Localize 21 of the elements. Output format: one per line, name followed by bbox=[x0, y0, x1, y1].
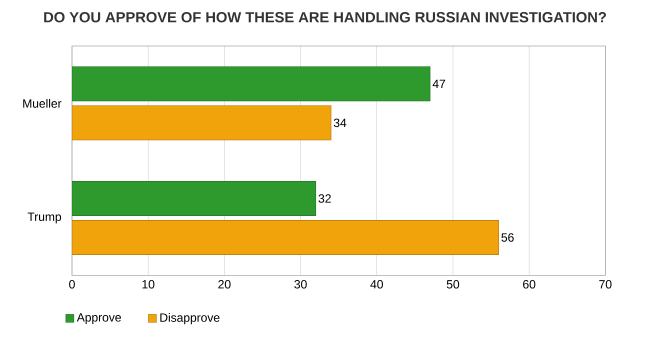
data-label: 56 bbox=[501, 233, 514, 242]
y-tick-label: Mueller bbox=[23, 98, 62, 108]
legend-label: Approve bbox=[76, 313, 121, 324]
x-tick-label: 10 bbox=[142, 280, 154, 289]
data-label: 34 bbox=[334, 118, 346, 128]
x-tick-label: 70 bbox=[599, 280, 612, 289]
y-tick-label: Trump bbox=[28, 212, 62, 224]
bar bbox=[72, 181, 316, 216]
chart-title: DO YOU APPROVE OF HOW THESE ARE HANDLING RUSSIAN INVESTIGATION? bbox=[44, 12, 606, 22]
data-label: 47 bbox=[432, 80, 446, 88]
bar bbox=[72, 66, 430, 102]
bar bbox=[72, 105, 332, 140]
x-tick-label: 40 bbox=[370, 280, 383, 289]
data-label: 32 bbox=[318, 194, 331, 203]
x-tick-label: 60 bbox=[523, 280, 536, 289]
bar bbox=[72, 220, 499, 255]
x-tick-label: 50 bbox=[446, 280, 460, 289]
x-tick-label: 0 bbox=[69, 280, 75, 289]
x-tick-label: 30 bbox=[294, 280, 307, 289]
legend-label: Disapprove bbox=[160, 313, 220, 324]
x-tick-label: 20 bbox=[218, 280, 231, 289]
